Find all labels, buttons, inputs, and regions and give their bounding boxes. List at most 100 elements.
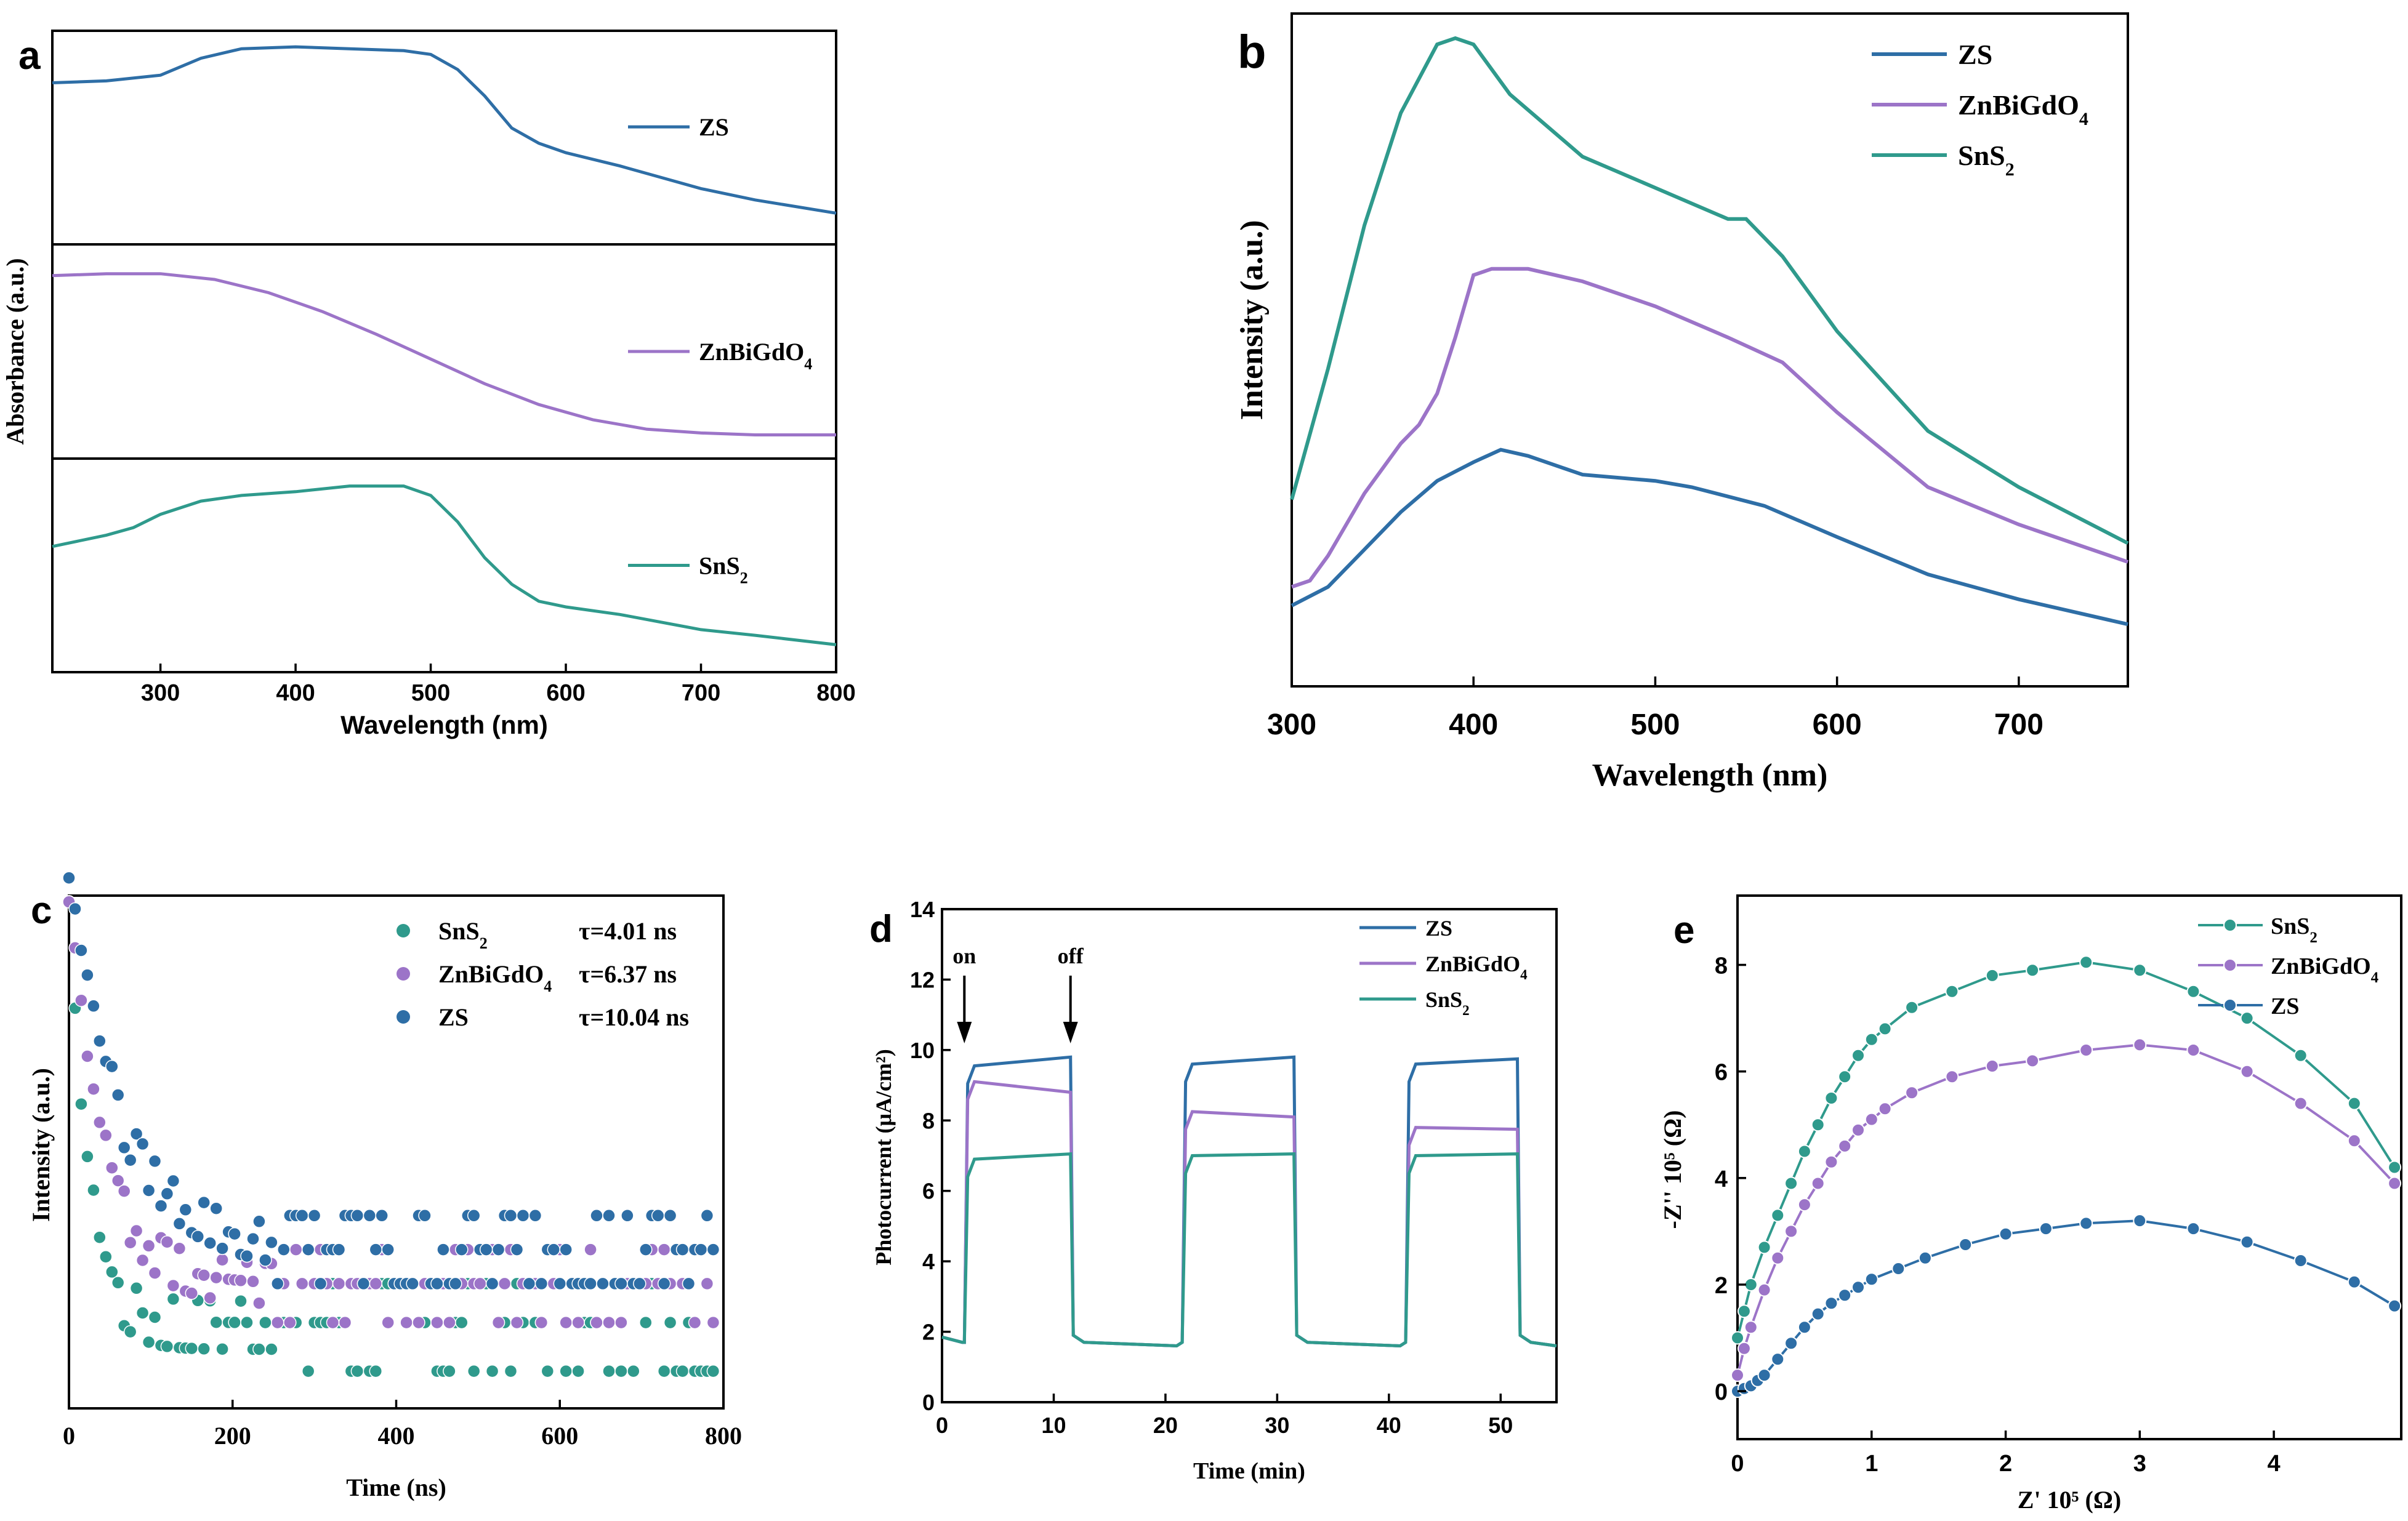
y-tick-label: 0 [1715, 1379, 1728, 1405]
series-line-znbi [941, 1080, 1557, 1348]
x-tick-label: 600 [1813, 708, 1862, 741]
data-point [663, 1315, 677, 1330]
data-point [240, 1249, 254, 1263]
data-point [657, 1243, 671, 1256]
data-point [123, 1153, 137, 1167]
data-point [491, 1315, 505, 1330]
data-point [246, 1232, 260, 1246]
data-point [1851, 1048, 1865, 1062]
data-point [166, 1174, 180, 1188]
legend-marker [397, 967, 410, 981]
data-point [430, 1277, 444, 1291]
data-point [590, 1315, 603, 1330]
legend-label: ZS [438, 1003, 469, 1031]
data-point [418, 1209, 432, 1222]
data-point [160, 1235, 174, 1249]
data-point [2347, 1134, 2361, 1148]
data-point [228, 1315, 241, 1330]
data-point [455, 1315, 469, 1330]
panel-e: SnS2 ZnBiGdO4 ZS 0 1 2 3 4 0 2 4 6 8 Z' 10⁵ (Ω) -Z'' 1… [1659, 894, 2402, 1514]
legend-marker [2223, 998, 2237, 1012]
data-point [2293, 1048, 2308, 1062]
data-point [369, 1364, 383, 1378]
data-point [111, 1276, 125, 1290]
series-line-sns2 [52, 484, 837, 646]
x-tick-label: 400 [1449, 708, 1498, 741]
data-point [363, 1209, 377, 1222]
annotation-label: off [1058, 944, 1084, 968]
y-axis-label: Absorbance (a.u.) [1, 258, 29, 444]
data-point [2240, 1064, 2254, 1078]
x-tick-label: 300 [1267, 708, 1316, 741]
series-line-zs [1291, 447, 2128, 627]
data-point [87, 999, 100, 1013]
panel-label: d [869, 908, 893, 950]
y-tick-label: 2 [922, 1320, 935, 1345]
data-point [332, 1243, 346, 1256]
data-point [295, 1277, 309, 1291]
data-point [2133, 1038, 2147, 1052]
data-point [1737, 1341, 1751, 1355]
data-point [443, 1364, 456, 1378]
x-tick-label: 500 [1630, 708, 1680, 741]
plot-frame [51, 30, 837, 673]
data-point [1731, 1331, 1744, 1345]
y-tick-label: 2 [1715, 1273, 1728, 1299]
data-point [510, 1315, 524, 1330]
y-axis-label: Intensity (a.u.) [27, 1068, 55, 1222]
data-point [369, 1277, 383, 1291]
data-point [2388, 1299, 2402, 1313]
x-tick-label: 800 [705, 1422, 742, 1450]
data-point [675, 1243, 690, 1256]
data-point [129, 1127, 143, 1141]
panel-label: c [31, 889, 52, 932]
data-point [2186, 984, 2201, 998]
data-point [491, 1243, 505, 1256]
y-tick-label: 4 [922, 1249, 935, 1274]
data-point [240, 1315, 254, 1330]
data-point [135, 1306, 150, 1320]
data-point [381, 1315, 395, 1330]
data-point [412, 1315, 425, 1330]
panel-d: ZS ZnBiGdO4 SnS2 on off 0 10 20 30 40 50 0 2 4 6 8 10 12 1… [869, 897, 1558, 1484]
data-point [614, 1364, 628, 1378]
data-point [277, 1243, 291, 1256]
data-point [2026, 963, 2040, 977]
data-point [1731, 1368, 1744, 1383]
y-tick-label: 12 [910, 967, 935, 992]
x-tick-label: 300 [141, 680, 180, 706]
data-point [1838, 1139, 1852, 1153]
data-point [160, 1339, 174, 1354]
data-point [68, 902, 82, 916]
x-tick-label: 400 [276, 680, 315, 706]
y-tick-label: 4 [1715, 1166, 1728, 1192]
data-point [1824, 1091, 1838, 1105]
data-point [2347, 1096, 2361, 1110]
data-point [1797, 1144, 1811, 1158]
data-point [621, 1209, 634, 1222]
data-point [148, 1310, 162, 1324]
series-line-zs [941, 1055, 1557, 1348]
data-point [1864, 1272, 1878, 1286]
data-point [602, 1364, 616, 1378]
panel-b: ZS ZnBiGdO4 SnS2 300 400 500 600 700 Wavelength … [1234, 12, 2129, 793]
x-axis-label: Wavelength (nm) [340, 710, 548, 739]
y-tick-label: 8 [1715, 953, 1728, 979]
legend-label: ZnBiGdO4 [2271, 953, 2379, 986]
data-point [215, 1253, 229, 1267]
y-tick-label: 8 [922, 1108, 935, 1133]
data-point [1918, 1251, 1932, 1265]
legend-marker [2223, 958, 2237, 972]
data-point [265, 1235, 278, 1250]
data-point [2079, 955, 2093, 969]
y-axis-label: Photocurrent (μA/cm²) [871, 1049, 896, 1265]
data-point [1878, 1102, 1892, 1116]
x-tick-label: 40 [1377, 1413, 1401, 1438]
data-point [123, 1235, 137, 1250]
data-point [228, 1227, 241, 1241]
data-point [81, 1049, 94, 1063]
x-tick-label: 700 [682, 680, 720, 706]
data-point [191, 1230, 205, 1243]
x-tick-label: 0 [63, 1422, 75, 1450]
data-point [209, 1315, 223, 1329]
